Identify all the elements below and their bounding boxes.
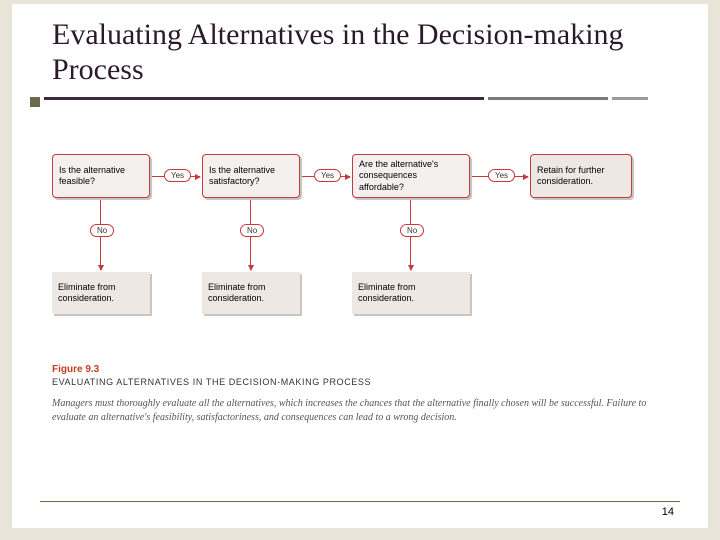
node-q3: Are the alternative's consequences affor…: [352, 154, 470, 198]
node-q2: Is the alternative satisfactory?: [202, 154, 300, 198]
pill-yes-3: Yes: [488, 169, 515, 182]
pill-no-1: No: [90, 224, 114, 237]
node-q1: Is the alternative feasible?: [52, 154, 150, 198]
node-eliminate-2: Eliminate from consideration.: [202, 272, 300, 314]
pill-yes-1: Yes: [164, 169, 191, 182]
pill-no-2: No: [240, 224, 264, 237]
node-eliminate-1: Eliminate from consideration.: [52, 272, 150, 314]
figure-caption: Managers must thoroughly evaluate all th…: [52, 397, 672, 424]
pill-yes-2: Yes: [314, 169, 341, 182]
node-eliminate-3-text: Eliminate from consideration.: [358, 282, 464, 305]
slide: Evaluating Alternatives in the Decision-…: [12, 4, 708, 528]
node-eliminate-2-text: Eliminate from consideration.: [208, 282, 294, 305]
node-eliminate-1-text: Eliminate from consideration.: [58, 282, 144, 305]
node-q2-text: Is the alternative satisfactory?: [209, 165, 293, 188]
figure-heading: EVALUATING ALTERNATIVES IN THE DECISION-…: [52, 377, 672, 387]
page-number: 14: [662, 506, 674, 518]
flowchart: Is the alternative feasible? Is the alte…: [52, 154, 672, 344]
node-eliminate-3: Eliminate from consideration.: [352, 272, 470, 314]
bullet-square-icon: [30, 97, 40, 107]
figure-label: Figure 9.3: [52, 364, 672, 375]
node-retain-text: Retain for further consideration.: [537, 165, 625, 188]
title-block: Evaluating Alternatives in the Decision-…: [12, 4, 708, 91]
node-q1-text: Is the alternative feasible?: [59, 165, 143, 188]
content-area: Is the alternative feasible? Is the alte…: [52, 154, 672, 424]
slide-title: Evaluating Alternatives in the Decision-…: [52, 18, 668, 87]
title-underline: [44, 97, 668, 100]
pill-no-3: No: [400, 224, 424, 237]
node-q3-text: Are the alternative's consequences affor…: [359, 159, 463, 193]
footer-rule: [40, 501, 680, 502]
node-retain: Retain for further consideration.: [530, 154, 632, 198]
